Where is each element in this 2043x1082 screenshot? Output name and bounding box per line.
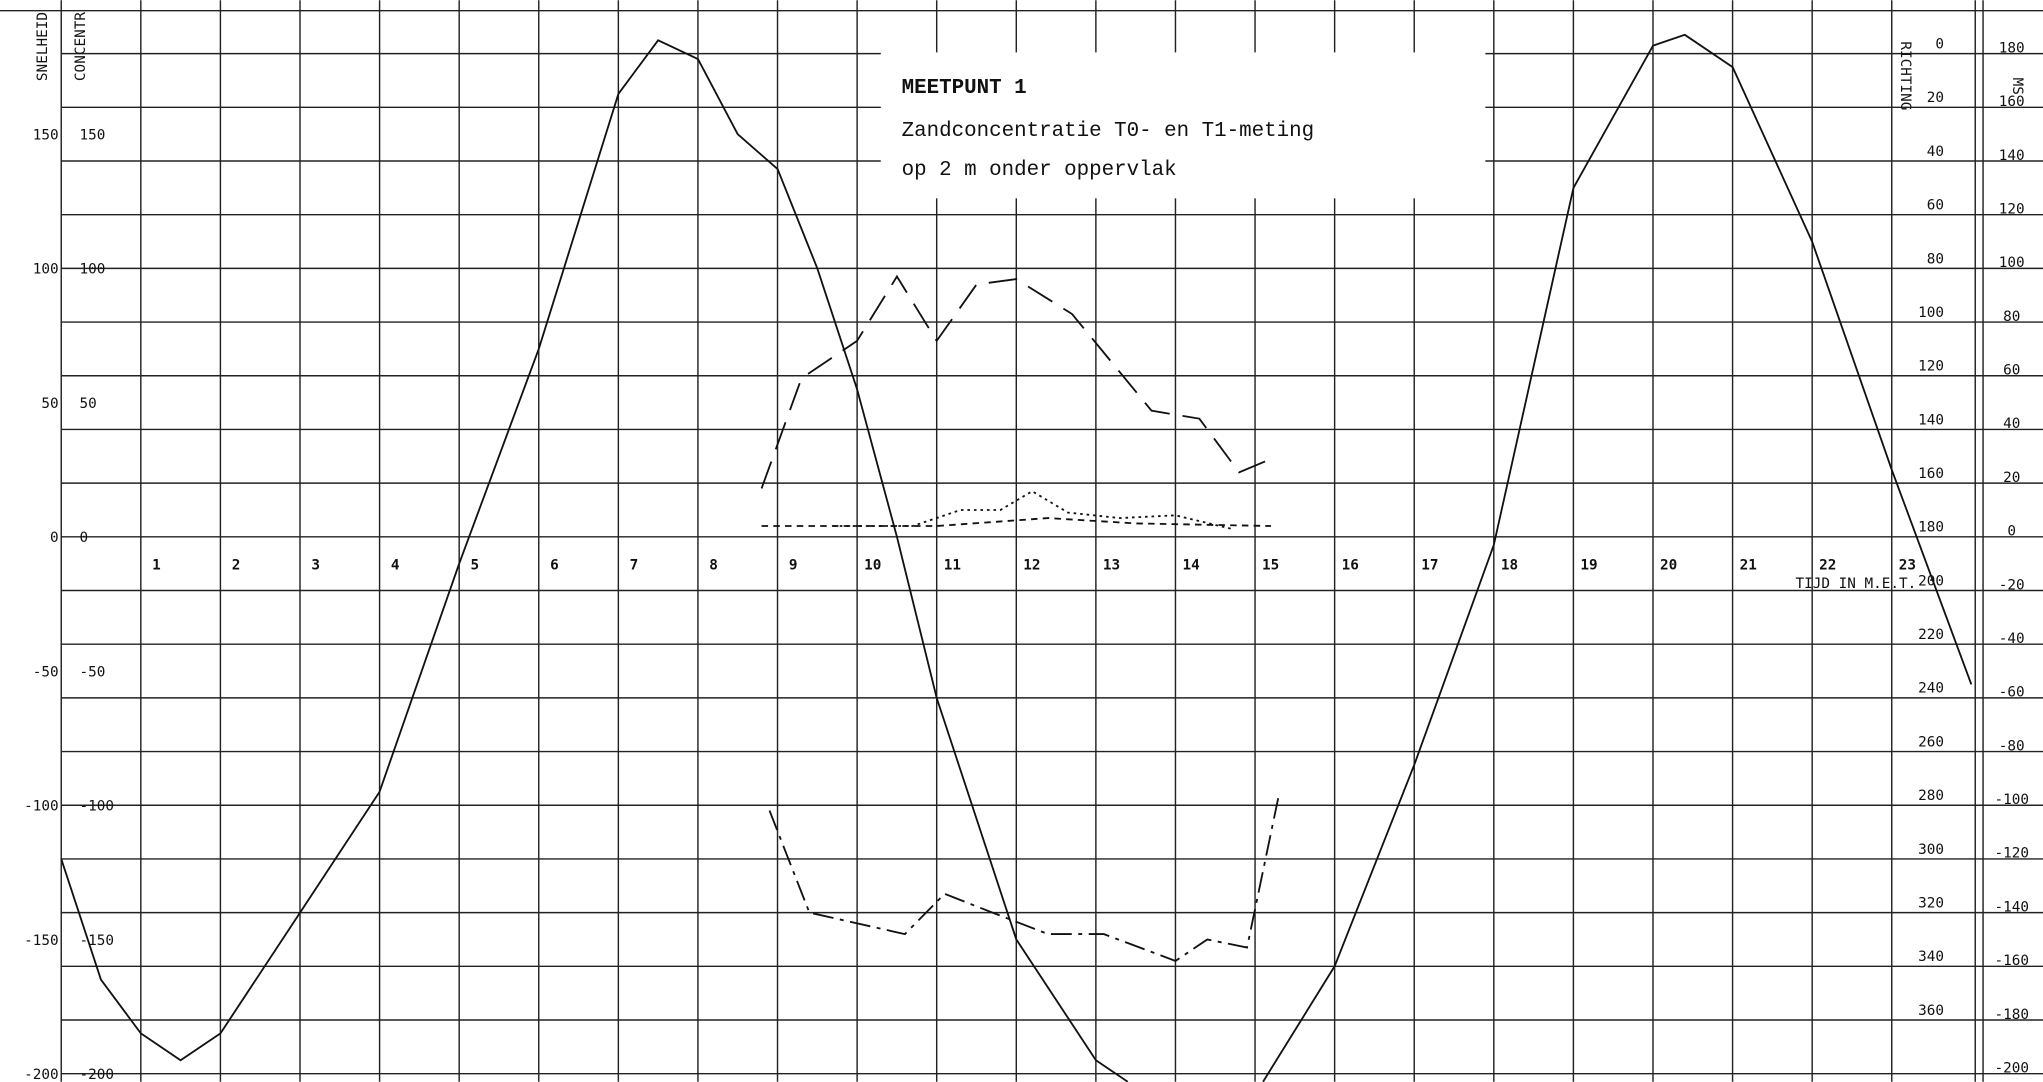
y-tick-label: 100 <box>79 262 105 278</box>
x-tick-label: 16 <box>1342 557 1359 573</box>
x-tick-label: 8 <box>709 557 718 573</box>
y2-axis-label: MS <box>2009 78 2025 95</box>
x-tick-label: 2 <box>232 557 241 573</box>
y-tick-label: 100 <box>33 262 59 278</box>
y2-tick-label: 140 <box>1999 148 2025 164</box>
y-tick-label: -50 <box>33 664 59 680</box>
y2-tick-label: -160 <box>1994 953 2029 969</box>
y2-tick-label: 240 <box>1918 681 1944 697</box>
y-tick-label: -50 <box>79 664 105 680</box>
data-line <box>768 794 1280 962</box>
data-line <box>760 274 1272 489</box>
y2-tick-label: 220 <box>1918 627 1944 643</box>
y2-tick-label: 80 <box>2003 309 2020 325</box>
x-tick-label: 7 <box>630 557 639 573</box>
y2-tick-label: 360 <box>1918 1003 1944 1019</box>
y2-tick-label: 20 <box>2003 470 2020 486</box>
x-tick-label: 15 <box>1262 557 1279 573</box>
x-tick-label: 12 <box>1023 557 1040 573</box>
y2-tick-label: 0 <box>1935 37 1944 53</box>
y2-tick-label: 160 <box>1918 466 1944 482</box>
x-tick-label: 20 <box>1660 557 1677 573</box>
y2-axis-label: RICHTING <box>1897 41 1913 110</box>
y-tick-label: 150 <box>33 127 59 143</box>
y2-tick-label: 40 <box>1927 144 1944 160</box>
y-tick-label: 0 <box>79 530 88 546</box>
chart-title: MEETPUNT 1 <box>902 77 1027 100</box>
x-tick-label: 11 <box>944 557 961 573</box>
y-tick-label: 50 <box>41 396 58 412</box>
y2-tick-label: -100 <box>1994 792 2029 808</box>
y-axis-label: CONCENTR <box>73 12 89 81</box>
y2-tick-label: -120 <box>1994 846 2029 862</box>
y-tick-label: -100 <box>79 799 114 815</box>
y-tick-label: 50 <box>79 396 96 412</box>
data-line <box>60 33 1973 1082</box>
y2-tick-label: 300 <box>1918 842 1944 858</box>
y-tick-label: -150 <box>79 933 114 949</box>
y2-tick-label: 60 <box>2003 363 2020 379</box>
x-tick-label: 23 <box>1899 557 1916 573</box>
x-tick-label: 9 <box>789 557 798 573</box>
y2-tick-label: 100 <box>1918 305 1944 321</box>
y2-tick-label: -60 <box>1999 685 2025 701</box>
y2-tick-label: 100 <box>1999 255 2025 271</box>
x-axis-label: TIJD IN M.E.T. <box>1795 576 1916 592</box>
x-tick-label: 19 <box>1580 557 1597 573</box>
y2-tick-label: -180 <box>1994 1007 2029 1023</box>
y2-tick-label: -140 <box>1994 899 2029 915</box>
y2-tick-label: 140 <box>1918 412 1944 428</box>
x-tick-label: 17 <box>1421 557 1438 573</box>
y-tick-label: -150 <box>24 933 59 949</box>
x-tick-label: 5 <box>470 557 479 573</box>
y2-tick-label: -80 <box>1999 738 2025 754</box>
y-axis-label: SNELHEID <box>35 12 51 81</box>
x-tick-label: 14 <box>1182 557 1199 573</box>
x-tick-label: 10 <box>864 557 881 573</box>
y2-tick-label: 0 <box>2007 524 2016 540</box>
y2-tick-label: 260 <box>1918 734 1944 750</box>
x-tick-label: 18 <box>1501 557 1518 573</box>
x-tick-label: 22 <box>1819 557 1836 573</box>
curves <box>60 33 1973 1082</box>
y2-tick-label: 280 <box>1918 788 1944 804</box>
y2-tick-label: 340 <box>1918 949 1944 965</box>
x-tick-label: 4 <box>391 557 400 573</box>
y2-tick-label: 160 <box>1999 94 2025 110</box>
y2-tick-label: 180 <box>1918 520 1944 536</box>
y-tick-label: -200 <box>24 1067 59 1082</box>
y2-tick-label: 200 <box>1918 573 1944 589</box>
x-tick-label: 6 <box>550 557 559 573</box>
y-tick-label: -100 <box>24 799 59 815</box>
x-tick-label: 3 <box>311 557 320 573</box>
y2-tick-label: 80 <box>1927 251 1944 267</box>
title-box <box>880 52 1486 199</box>
chart-subtitle: Zandconcentratie T0- en T1-meting <box>902 120 1314 143</box>
y2-tick-label: 120 <box>1999 201 2025 217</box>
data-line <box>761 517 1272 527</box>
y2-tick-label: -20 <box>1999 577 2025 593</box>
y2-tick-label: -200 <box>1994 1060 2029 1076</box>
y2-tick-label: 180 <box>1999 40 2025 56</box>
chart-subtitle: op 2 m onder oppervlak <box>902 159 1177 182</box>
y2-tick-label: 60 <box>1927 198 1944 214</box>
y2-tick-label: 40 <box>2003 416 2020 432</box>
y2-tick-label: 120 <box>1918 359 1944 375</box>
y-tick-label: 150 <box>79 127 105 143</box>
x-tick-label: 1 <box>152 557 161 573</box>
y-tick-label: -200 <box>79 1067 114 1082</box>
y2-tick-label: 20 <box>1927 90 1944 106</box>
y2-tick-label: 320 <box>1918 895 1944 911</box>
y2-tick-label: -40 <box>1999 631 2025 647</box>
x-tick-label: 13 <box>1103 557 1120 573</box>
x-tick-label: 21 <box>1740 557 1757 573</box>
y-tick-label: 0 <box>50 530 59 546</box>
